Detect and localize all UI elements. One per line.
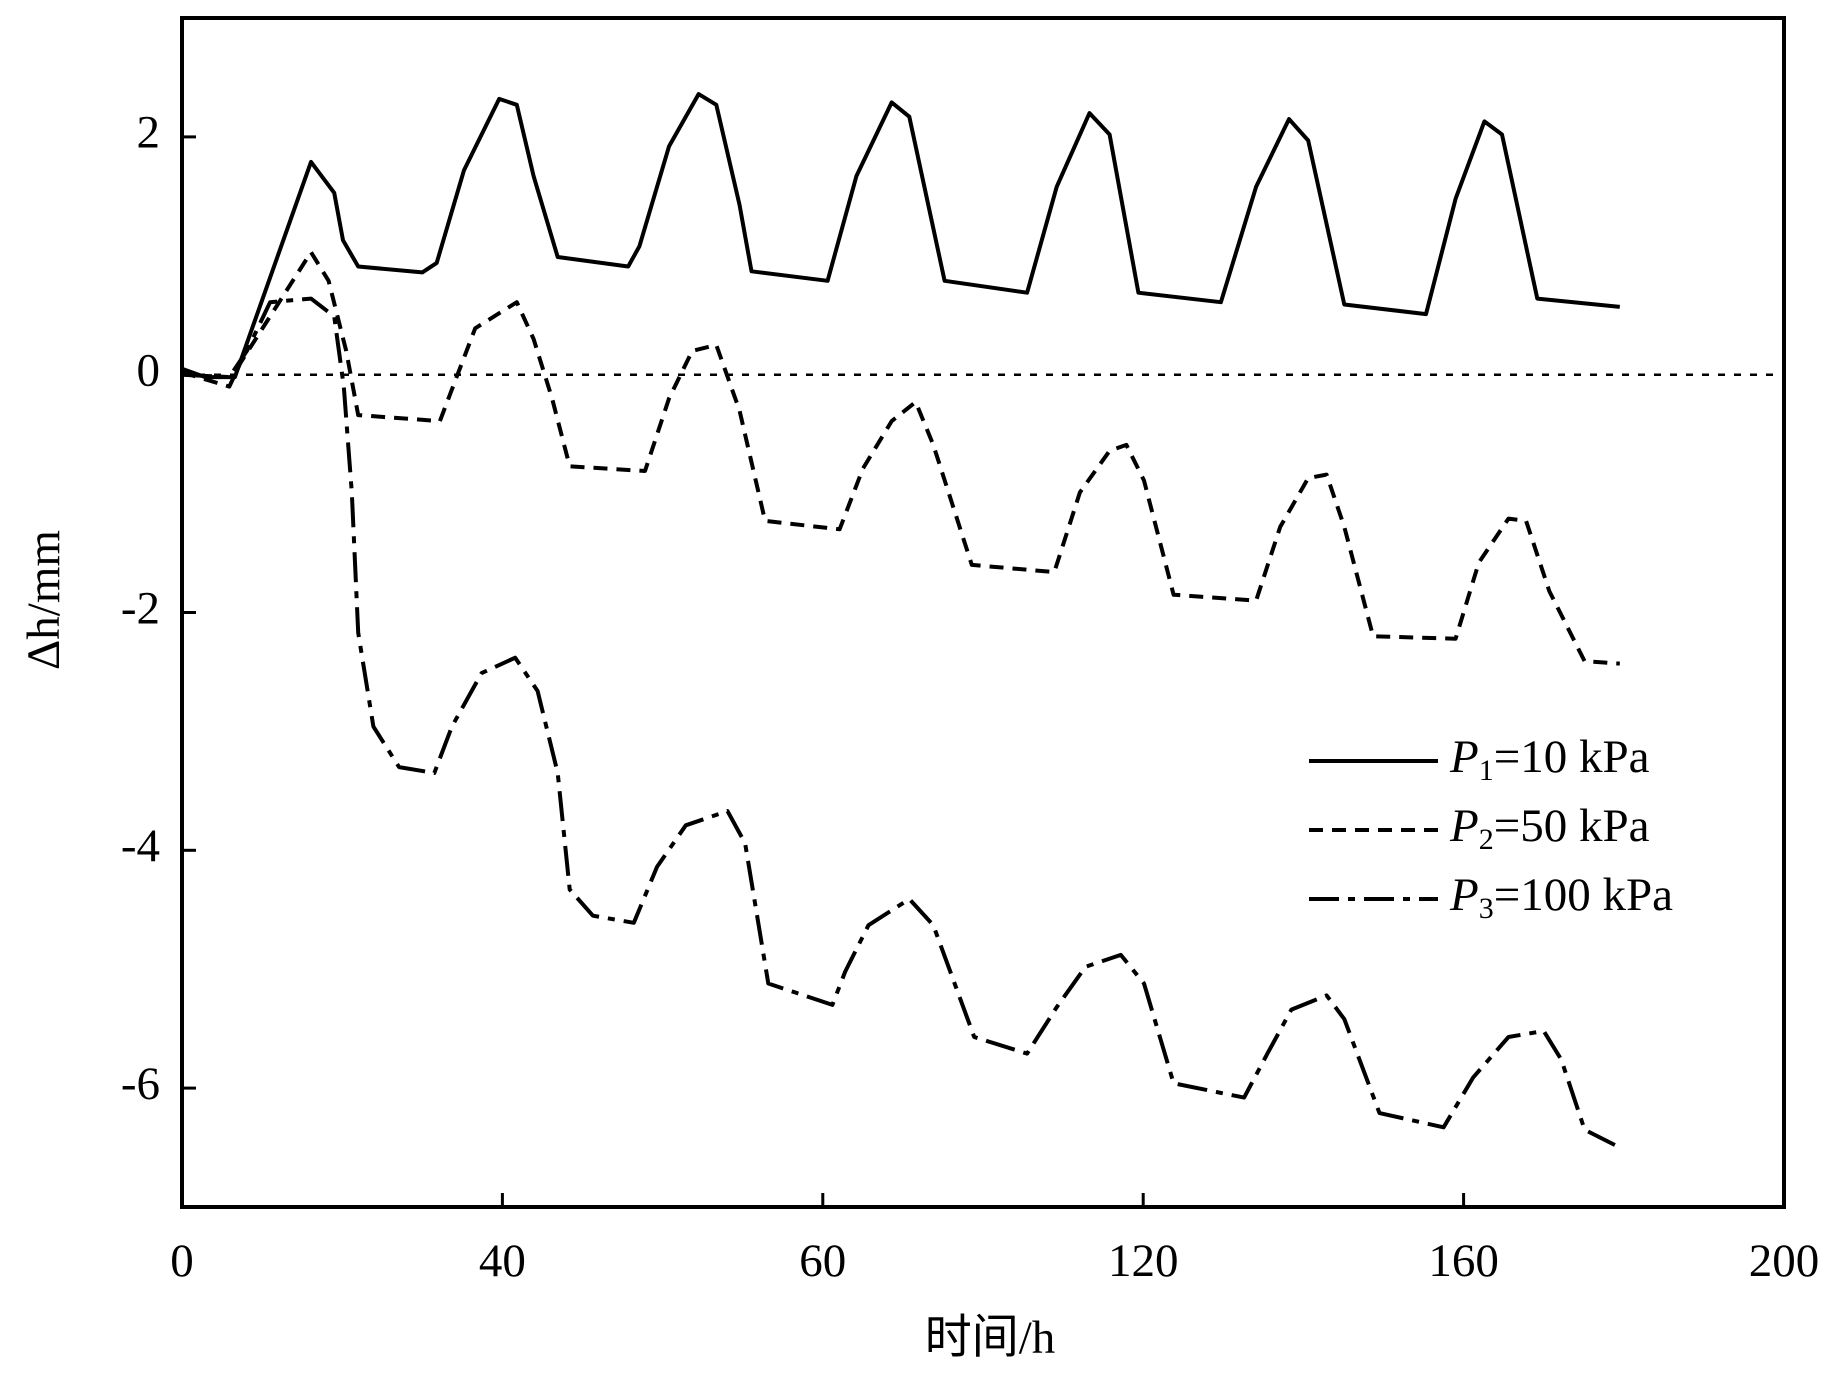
y-tick-label: -4	[121, 820, 160, 872]
x-tick-label: 40	[479, 1235, 526, 1287]
y-tick-label: -2	[121, 582, 160, 634]
y-tick-label: -6	[121, 1058, 160, 1110]
x-axis-label: 时间/h	[925, 1312, 1056, 1364]
series-line	[181, 296, 1621, 1150]
y-tick-label: 0	[137, 344, 161, 396]
y-tick-label: 2	[137, 107, 161, 159]
series-line	[181, 250, 1620, 666]
x-tick-label: 120	[1108, 1235, 1179, 1287]
x-tick-label: 200	[1749, 1235, 1820, 1287]
series-line	[181, 92, 1621, 380]
legend-label: P2=50 kPa	[1449, 800, 1650, 856]
x-tick-label: 0	[170, 1235, 194, 1287]
legend-label: P1=10 kPa	[1449, 731, 1650, 787]
x-tick-label: 160	[1428, 1235, 1499, 1287]
x-tick-label: 60	[799, 1235, 846, 1287]
plot-frame	[180, 16, 1786, 1209]
y-axis-label: Δh/mm	[18, 530, 70, 670]
legend-label: P3=100 kPa	[1449, 869, 1673, 925]
